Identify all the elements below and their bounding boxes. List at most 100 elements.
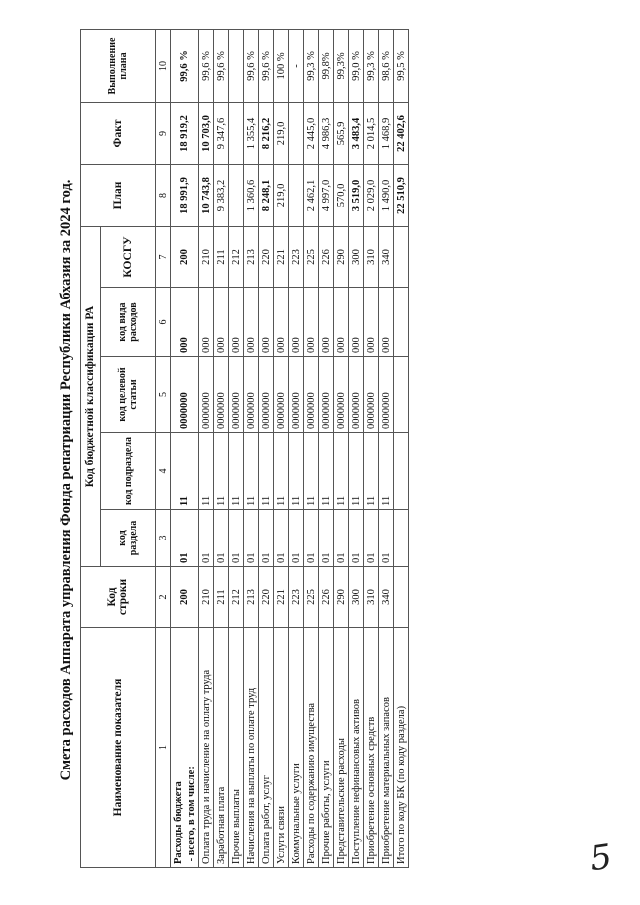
kosgu-code: 210: [198, 226, 214, 288]
row-code: 213: [243, 566, 259, 628]
completion-value: 99,6 %: [243, 29, 259, 103]
kosgu-code: 290: [333, 226, 349, 288]
row-code: 340: [378, 566, 394, 628]
subsection-code: 11: [363, 432, 379, 510]
target-code: 0000000: [243, 356, 259, 433]
fact-value: 10 703,0: [198, 102, 214, 165]
completion-value: 99,6 %: [170, 29, 199, 103]
fact-value: 9 347,6: [213, 102, 229, 165]
row-name: Приобретение материальных запасов: [378, 627, 394, 868]
completion-value: 99,0 %: [348, 29, 364, 103]
row-name: Представительские расходы: [333, 627, 349, 868]
row-code: 220: [258, 566, 274, 628]
plan-value: 3 519,0: [348, 164, 364, 227]
completion-value: 99,6 %: [213, 29, 229, 103]
subsection-code: 11: [198, 432, 214, 510]
header-kosgu: КОСГУ: [100, 226, 156, 288]
row-name: Начисления на выплаты по оплате труд: [243, 627, 259, 868]
row-name: Оплата работ, услуг: [258, 627, 274, 868]
completion-value: [228, 29, 244, 103]
row-code: 310: [363, 566, 379, 628]
plan-value: 9 383,2: [213, 164, 229, 227]
row-code: 300: [348, 566, 364, 628]
table-row: Коммунальные услуги 223 01 11 0000000 000 223-: [288, 29, 304, 868]
expense-type-code: 000: [348, 287, 364, 357]
table-row: Расходы бюджета - всего, в том числе: 200…: [170, 29, 199, 868]
section-code: 01: [228, 509, 244, 567]
expense-type-code: 000: [228, 287, 244, 357]
target-code: 0000000: [333, 356, 349, 433]
section-code: 01: [273, 509, 289, 567]
section-code: 01: [333, 509, 349, 567]
expense-type-code: 000: [243, 287, 259, 357]
subsection-code: 11: [303, 432, 319, 510]
header-section-code: код раздела: [100, 509, 156, 567]
expense-type-code: 000: [170, 287, 199, 357]
table-body: Расходы бюджета - всего, в том числе: 200…: [170, 29, 409, 868]
header-target-code: код целевой статьи: [100, 356, 156, 433]
plan-value: 8 248,1: [258, 164, 274, 227]
completion-value: 99,6 %: [258, 29, 274, 103]
table-row: Расходы по содержанию имущества 225 01 11 00…: [303, 29, 319, 868]
fact-value: 2 014,5: [363, 102, 379, 165]
completion-value: 99,3 %: [363, 29, 379, 103]
section-code: 01: [170, 509, 199, 567]
plan-value: 219,0: [273, 164, 289, 227]
row-code: 225: [303, 566, 319, 628]
table-row: Начисления на выплаты по оплате труд 213 0…: [243, 29, 259, 868]
subsection-code: 11: [333, 432, 349, 510]
column-number: 7: [155, 226, 171, 288]
completion-value: 99,3 %: [303, 29, 319, 103]
plan-value: 1 490,0: [378, 164, 394, 227]
header-budget-classification: Код бюджетной классификации РА: [80, 226, 101, 567]
plan-value: 2 029,0: [363, 164, 379, 227]
target-code: 0000000: [378, 356, 394, 433]
kosgu-code: 212: [228, 226, 244, 288]
plan-value: 570,0: [333, 164, 349, 227]
header-completion: Выполнение плана: [80, 29, 156, 103]
expense-type-code: 000: [378, 287, 394, 357]
kosgu-code: 213: [243, 226, 259, 288]
expense-type-code: 000: [318, 287, 334, 357]
table-row: Услуги связи 221 01 11 0000000 000 221 219,0 219…: [273, 29, 289, 868]
target-code: 0000000: [318, 356, 334, 433]
row-name: Расходы по содержанию имущества: [303, 627, 319, 868]
section-code: 01: [243, 509, 259, 567]
completion-value: 99,8%: [318, 29, 334, 103]
expense-type-code: 000: [273, 287, 289, 357]
subsection-code: 11: [288, 432, 304, 510]
section-code: 01: [303, 509, 319, 567]
column-number: 8: [155, 164, 171, 227]
plan-value: [288, 164, 304, 227]
expense-type-code: 000: [363, 287, 379, 357]
table-row: Оплата работ, услуг 220 01 11 0000000 000 220 8…: [258, 29, 274, 868]
table-row: Поступление нефинансовых активов 300 01 11 0…: [348, 29, 364, 868]
row-name: Итого по коду БК (по коду раздела): [393, 627, 409, 868]
subsection-code: 11: [170, 432, 199, 510]
table-row: Приобретение основных средств 310 01 11 0000…: [363, 29, 379, 868]
completion-value: 99,3%: [333, 29, 349, 103]
expense-type-code: [393, 287, 409, 357]
kosgu-code: 223: [288, 226, 304, 288]
plan-value: [228, 164, 244, 227]
expense-type-code: 000: [213, 287, 229, 357]
row-name: Услуги связи: [273, 627, 289, 868]
subsection-code: 11: [258, 432, 274, 510]
fact-value: 8 216,2: [258, 102, 274, 165]
document-title: Смета расходов Аппарата управления Фонда…: [58, 179, 74, 781]
header-row-code: Код строки: [80, 566, 156, 628]
fact-value: 1 355,4: [243, 102, 259, 165]
subsection-code: 11: [273, 432, 289, 510]
section-code: 01: [378, 509, 394, 567]
kosgu-code: 211: [213, 226, 229, 288]
plan-value: 2 462,1: [303, 164, 319, 227]
plan-value: 1 360,6: [243, 164, 259, 227]
kosgu-code: 221: [273, 226, 289, 288]
fact-value: 3 483,4: [348, 102, 364, 165]
row-code: [393, 566, 409, 628]
row-code: 226: [318, 566, 334, 628]
column-number: 5: [155, 356, 171, 433]
kosgu-code: 300: [348, 226, 364, 288]
completion-value: -: [288, 29, 304, 103]
handwritten-page-number: 5: [587, 836, 615, 880]
